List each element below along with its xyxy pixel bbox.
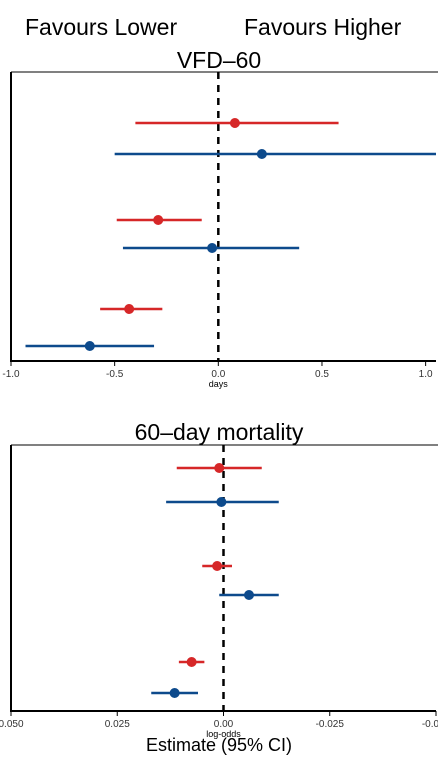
vfd-x-tick-label-2: -0.5: [106, 369, 124, 380]
mortality-point-4: [244, 590, 254, 600]
vfd-x-tick-label-3: 0.0: [211, 369, 225, 380]
mortality-point-6: [169, 688, 180, 698]
vfd-point-4: [207, 243, 218, 253]
mortality-x-tick-label-3: 0.00: [214, 719, 234, 730]
mortality-forest-plot: 0.050 0.025 0.00 -0.025 -0.050 log-odds: [0, 444, 438, 739]
mortality-point-5: [186, 657, 197, 667]
favours-lower-label: Favours Lower: [25, 14, 178, 40]
mortality-x-tick-label-2: 0.025: [105, 719, 130, 730]
vfd-point-2: [256, 149, 267, 159]
mortality-point-3: [212, 561, 223, 571]
vfd-point-6: [84, 341, 95, 351]
mortality-point-2: [216, 497, 227, 507]
mortality-x-tick-label-5: -0.050: [422, 719, 438, 730]
vfd-x-tick-label-4: 0.5: [315, 369, 329, 380]
vfd-x-axis-label: days: [209, 379, 229, 389]
x-axis-title: Estimate (95% CI): [145, 735, 293, 755]
vfd-point-1: [229, 118, 240, 128]
vfd-point-5: [124, 304, 135, 314]
mortality-x-tick-label-1: 0.050: [0, 719, 24, 730]
vfd-point-3: [153, 215, 164, 225]
vfd-axis-frame: [10, 72, 436, 362]
mortality-x-tick-label-4: -0.025: [316, 719, 345, 730]
vfd-x-tick-label-1: -1.0: [2, 369, 20, 380]
mortality-point-1: [214, 463, 225, 473]
vfd-x-tick-label-5: 1.0: [419, 369, 433, 380]
mortality-panel-title: 60–day mortality: [134, 419, 304, 445]
mortality-x-axis-label: log-odds: [206, 729, 241, 739]
vfd-forest-plot: -1.0 -0.5 0.0 0.5 1.0 days: [2, 71, 438, 389]
vfd-panel-title: VFD–60: [176, 47, 262, 73]
favours-higher-label: Favours Higher: [244, 14, 402, 40]
